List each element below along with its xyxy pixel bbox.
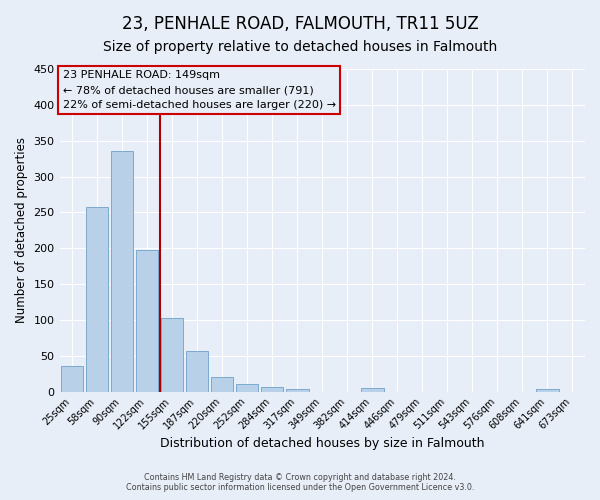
Bar [361, 388, 383, 392]
Bar [211, 377, 233, 392]
Bar [286, 388, 308, 392]
Bar [136, 250, 158, 392]
Bar [536, 388, 559, 392]
Text: Contains HM Land Registry data © Crown copyright and database right 2024.
Contai: Contains HM Land Registry data © Crown c… [126, 473, 474, 492]
X-axis label: Distribution of detached houses by size in Falmouth: Distribution of detached houses by size … [160, 437, 485, 450]
Bar [186, 350, 208, 392]
Text: Size of property relative to detached houses in Falmouth: Size of property relative to detached ho… [103, 40, 497, 54]
Y-axis label: Number of detached properties: Number of detached properties [15, 138, 28, 324]
Bar [161, 318, 184, 392]
Text: 23, PENHALE ROAD, FALMOUTH, TR11 5UZ: 23, PENHALE ROAD, FALMOUTH, TR11 5UZ [122, 15, 478, 33]
Bar [261, 388, 283, 392]
Bar [236, 384, 259, 392]
Bar [111, 150, 133, 392]
Bar [86, 208, 109, 392]
Text: 23 PENHALE ROAD: 149sqm
← 78% of detached houses are smaller (791)
22% of semi-d: 23 PENHALE ROAD: 149sqm ← 78% of detache… [62, 70, 335, 110]
Bar [61, 366, 83, 392]
